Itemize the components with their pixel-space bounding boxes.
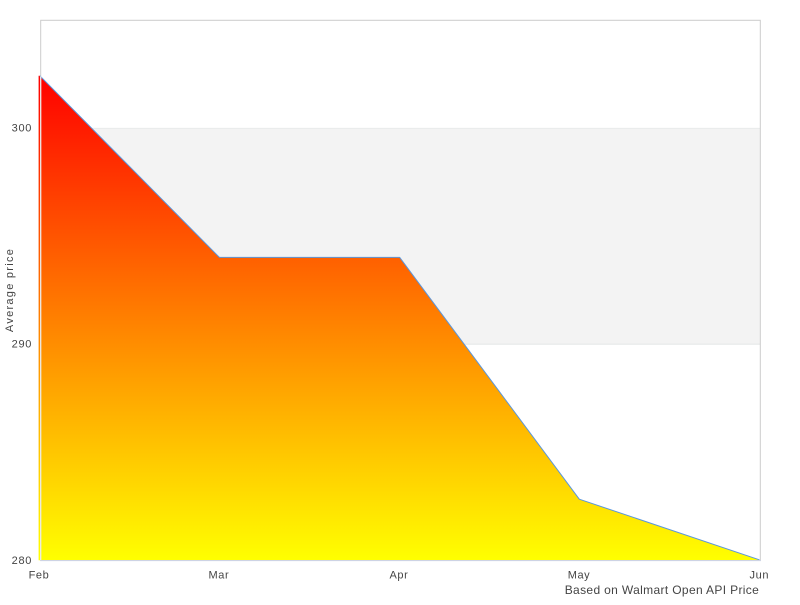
svg-text:290: 290 bbox=[12, 338, 32, 350]
svg-text:Feb: Feb bbox=[29, 569, 50, 581]
svg-text:Jun: Jun bbox=[750, 569, 770, 581]
svg-text:Apr: Apr bbox=[389, 569, 408, 581]
svg-text:May: May bbox=[568, 569, 591, 581]
svg-text:280: 280 bbox=[12, 555, 32, 567]
svg-text:Mar: Mar bbox=[209, 569, 230, 581]
svg-text:Average price: Average price bbox=[4, 248, 16, 332]
svg-text:Based on Walmart Open API Pric: Based on Walmart Open API Price bbox=[565, 583, 760, 597]
svg-text:300: 300 bbox=[12, 123, 32, 135]
